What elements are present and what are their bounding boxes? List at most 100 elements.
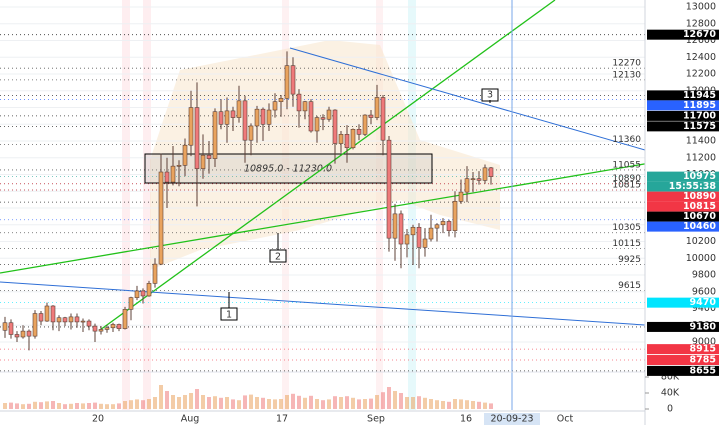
price-label: 8655 — [690, 365, 716, 376]
candle-body — [428, 227, 434, 240]
volume-bar — [291, 393, 295, 409]
price-label: 12670 — [683, 29, 716, 40]
candle-body — [146, 283, 152, 297]
price-label: 10890 — [683, 191, 716, 202]
candle-body — [470, 178, 476, 181]
candle-body — [260, 108, 266, 125]
volume-bar — [297, 395, 301, 409]
volume-bar — [123, 401, 127, 409]
candle-body — [44, 305, 50, 322]
countdown-box — [647, 181, 719, 192]
volume-bar — [453, 399, 457, 409]
price-label: 11700 — [683, 110, 716, 121]
level-label: 11055 — [612, 160, 641, 170]
volume-bar — [243, 395, 247, 409]
volume-bar — [195, 389, 199, 409]
volume-bar — [231, 399, 235, 409]
price-label-box — [647, 100, 719, 111]
candle-body — [290, 65, 296, 95]
volume-bar — [483, 402, 487, 409]
price-label-box — [647, 29, 719, 40]
volume-bar — [51, 401, 55, 409]
volume-bar — [69, 403, 73, 409]
y-tick-label: 11200 — [686, 152, 716, 163]
candle-body — [446, 221, 452, 231]
candle-body — [38, 313, 44, 322]
price-label: 10670 — [683, 211, 716, 222]
volume-bar — [45, 401, 49, 409]
volume-bar — [327, 399, 331, 409]
candle-body — [68, 316, 74, 323]
candle-body — [488, 167, 494, 177]
y-tick-label: 12200 — [686, 69, 716, 80]
y-tick-label: 12400 — [686, 52, 716, 63]
volume-bar — [201, 395, 205, 409]
volume-bar — [111, 404, 115, 409]
volume-bar — [273, 399, 277, 409]
candle-body — [440, 221, 446, 226]
candle-body — [338, 134, 344, 144]
price-label-box — [647, 297, 719, 308]
volume-bar — [441, 401, 445, 409]
axis-labels: 9000920094009600980010000102001040010600… — [92, 2, 719, 425]
x-tick-label: Aug — [181, 414, 200, 425]
level-label: 10305 — [612, 223, 641, 233]
x-tick-label: Oct — [557, 414, 574, 425]
candle-body — [248, 125, 254, 141]
volume-tick-label: 80K — [661, 372, 680, 383]
volume-bar — [75, 403, 79, 409]
volume-bar — [129, 400, 133, 409]
volume-bar — [141, 400, 145, 409]
candle-body — [26, 330, 32, 337]
volume-bar — [225, 397, 229, 409]
volume-bar — [9, 402, 13, 409]
volume-bar — [27, 403, 31, 409]
candle-body — [116, 324, 122, 329]
candle-body — [242, 100, 248, 141]
volume-bar — [435, 400, 439, 409]
y-tick-label: 10200 — [686, 236, 716, 247]
volume-bar — [3, 403, 7, 409]
candle-body — [128, 297, 134, 310]
volume-bar — [387, 387, 391, 409]
volume-bar — [87, 403, 91, 409]
volume-bar — [255, 397, 259, 409]
candle-body — [278, 98, 284, 102]
level-label: 9925 — [618, 255, 641, 265]
candle-body — [224, 110, 230, 125]
volume-bar — [117, 403, 121, 409]
candle-body — [344, 134, 350, 149]
candle-body — [410, 226, 416, 236]
candle-body — [140, 290, 146, 297]
candle-body — [218, 111, 224, 125]
volume-bar — [309, 395, 313, 409]
candle-body — [326, 109, 332, 120]
background-stripes — [122, 0, 500, 410]
volume-bar — [489, 403, 493, 409]
price-label: 9470 — [690, 297, 717, 308]
volume-bar — [381, 392, 385, 409]
volume-bar — [177, 397, 181, 409]
y-tick-label: 13000 — [686, 2, 716, 13]
candle-body — [134, 290, 140, 298]
x-tick-label: 20 — [92, 414, 104, 425]
volume-bar — [315, 399, 319, 409]
volume-bar — [99, 403, 103, 409]
candle-body — [92, 325, 98, 332]
candle-body — [104, 327, 110, 330]
candle-body — [374, 97, 380, 118]
volume-bar — [351, 397, 355, 409]
candle-body — [62, 317, 68, 323]
candle-body — [8, 322, 14, 335]
candle-body — [272, 101, 278, 111]
volume-bar — [153, 397, 157, 409]
volume-bar — [405, 397, 409, 409]
volume-bar — [237, 400, 241, 409]
candle-body — [230, 110, 236, 118]
level-label: 11360 — [612, 135, 641, 145]
volume-bar — [267, 399, 271, 409]
volume-bar — [321, 400, 325, 409]
price-label: 8915 — [690, 344, 716, 355]
volume-bar — [339, 397, 343, 409]
